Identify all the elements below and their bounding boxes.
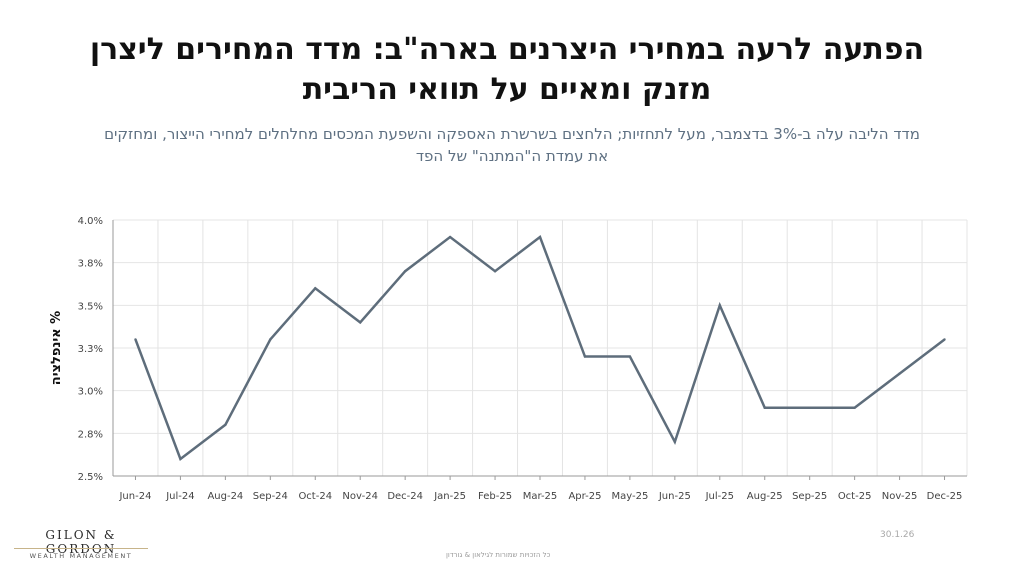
data-point	[538, 235, 542, 239]
data-point	[628, 355, 632, 358]
x-tick-label: Jul-24	[165, 491, 194, 502]
data-point	[718, 304, 721, 307]
x-tick-label: Jul-25	[705, 491, 734, 502]
data-point	[853, 406, 856, 409]
data-point	[403, 270, 407, 273]
data-point	[808, 406, 811, 409]
x-tick-label: Aug-24	[207, 491, 243, 502]
y-tick-label: 4.0%	[78, 216, 103, 227]
data-point	[179, 457, 182, 461]
x-tick-label: Oct-24	[298, 491, 332, 502]
y-tick-label: 3.3%	[78, 344, 103, 355]
x-tick-label: May-25	[611, 491, 648, 502]
data-point	[493, 270, 497, 273]
data-point	[359, 321, 362, 324]
x-tick-label: Nov-24	[342, 491, 378, 502]
logo-divider	[14, 548, 148, 549]
data-point	[314, 287, 317, 290]
data-point	[224, 423, 227, 426]
data-point	[673, 440, 677, 444]
data-point	[898, 372, 901, 375]
x-tick-label: Dec-24	[387, 491, 423, 502]
page-subtitle: מדד הליבה עלה ב-3% בדצמבר, מעל לתחזיות; …	[40, 123, 984, 167]
data-point	[763, 406, 766, 409]
x-tick-label: Sep-25	[792, 491, 827, 502]
footer-date: 30.1.26	[880, 530, 915, 540]
x-tick-label: Feb-25	[478, 491, 512, 502]
data-point	[134, 338, 137, 341]
page-title: הפתעה לרעה במחירי היצרנים בארה"ב: מדד המ…	[30, 30, 984, 110]
x-tick-label: Jun-25	[658, 491, 691, 502]
footer-rights: כל הזכויות שמורות לגילאון & גורדון	[446, 551, 551, 559]
logo-wordmark: GILON & GORDON	[45, 528, 117, 556]
subtitle-line-2: את עמדת ה"המתנה" של הפד	[415, 147, 609, 165]
x-tick-label: Jun-24	[118, 491, 151, 502]
x-tick-label: Aug-25	[747, 491, 783, 502]
subtitle-line-1: מדד הליבה עלה ב-3% בדצמבר, מעל לתחזיות; …	[104, 125, 920, 143]
y-tick-label: 2.5%	[78, 472, 103, 483]
company-logo: GILON & GORDON WEALTH MANAGEMENT	[14, 528, 154, 566]
data-point	[269, 338, 272, 341]
y-tick-label: 3.8%	[78, 259, 103, 270]
x-tick-label: Oct-25	[838, 491, 872, 502]
logo-tagline: WEALTH MANAGEMENT	[29, 552, 133, 560]
y-tick-label: 2.8%	[78, 429, 103, 440]
title-line-1: הפתעה לרעה במחירי היצרנים בארה"ב: מדד המ…	[89, 32, 925, 67]
x-tick-label: Sep-24	[253, 491, 288, 502]
x-tick-label: Nov-25	[882, 491, 918, 502]
x-tick-label: Mar-25	[523, 491, 558, 502]
x-tick-label: Dec-25	[927, 491, 963, 502]
y-tick-label: 3.5%	[78, 301, 103, 312]
title-line-2: מזנק ומאיים על תוואי הריבית	[302, 72, 712, 107]
y-tick-label: 3.0%	[78, 387, 103, 398]
data-point	[943, 338, 946, 341]
y-axis-title: % אינפלציה	[49, 311, 64, 385]
x-tick-label: Apr-25	[568, 491, 601, 502]
data-point	[448, 235, 452, 239]
x-tick-label: Jan-25	[433, 491, 466, 502]
data-point	[583, 355, 587, 358]
